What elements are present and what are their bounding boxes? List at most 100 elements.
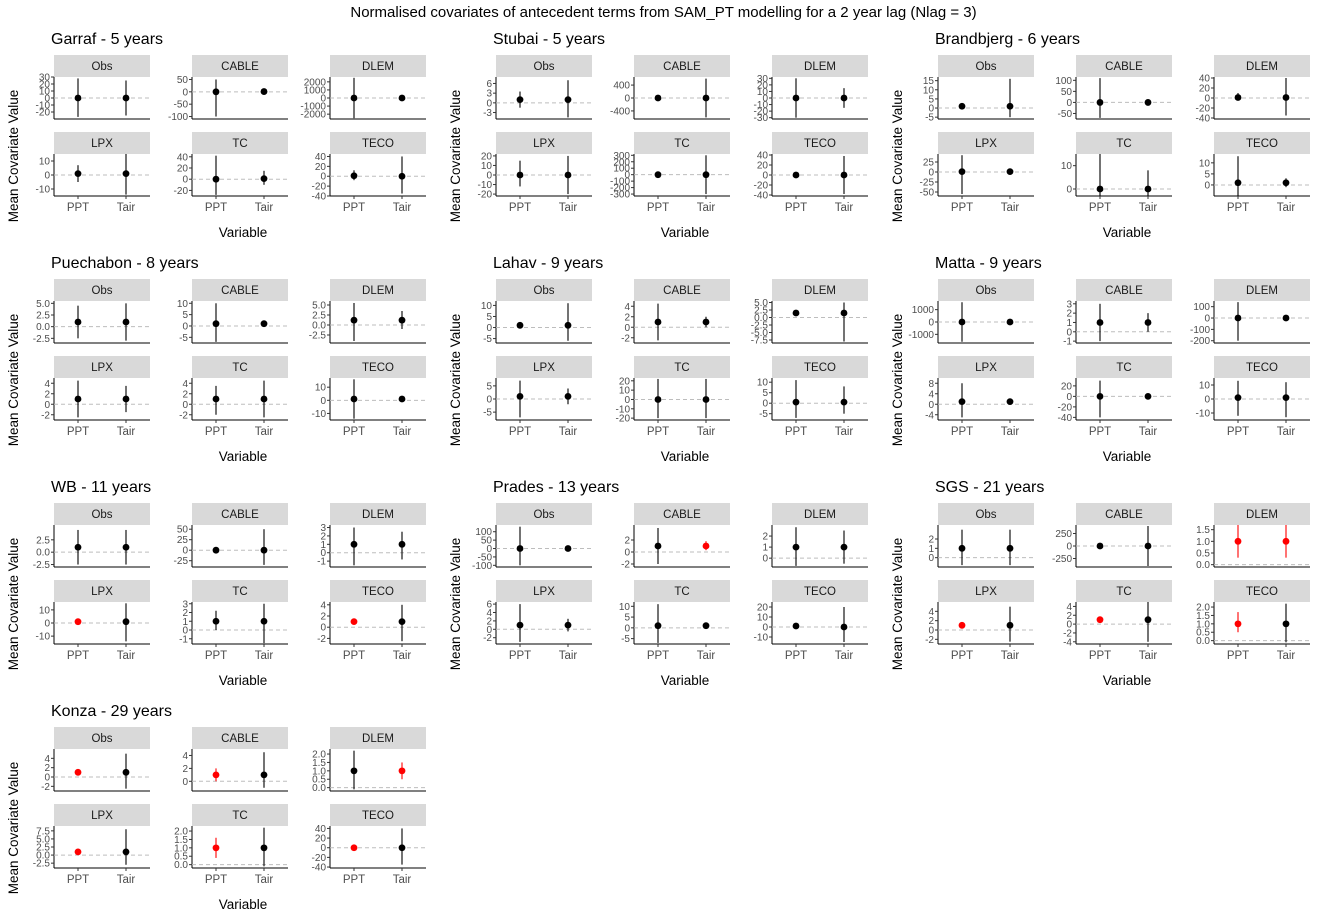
facet-strip <box>772 580 868 602</box>
x-axis-label: Variable <box>1103 449 1152 464</box>
y-tick-label: -100 <box>610 177 630 188</box>
x-tick-label: PPT <box>647 202 669 214</box>
y-tick-label: 0 <box>624 94 630 105</box>
facet-label: CABLE <box>1105 61 1143 73</box>
y-tick-label: -20 <box>36 108 51 119</box>
data-point <box>398 540 406 548</box>
y-tick-label: 0 <box>486 171 492 182</box>
facet-label: LPX <box>533 362 555 374</box>
y-tick-label: 5.0 <box>754 298 768 309</box>
y-axis-label: Mean Covariate Value <box>6 762 21 895</box>
y-tick-label: 1 <box>762 543 768 554</box>
y-tick-label: 2 <box>182 389 188 400</box>
y-tick-label: -20 <box>478 190 493 201</box>
data-point <box>398 395 406 403</box>
data-point <box>350 618 358 625</box>
data-point <box>260 617 268 625</box>
facet-strip <box>330 580 426 602</box>
y-tick-label: 100 <box>613 164 630 175</box>
facet-strip <box>1214 580 1310 602</box>
y-tick-label: 1000 <box>304 85 327 96</box>
x-tick-label: PPT <box>509 426 531 438</box>
y-tick-label: 0 <box>928 104 934 115</box>
y-tick-label: 0 <box>1204 94 1210 105</box>
data-point <box>792 94 800 102</box>
facet-strip <box>330 55 426 77</box>
y-tick-label: 3 <box>320 523 326 534</box>
y-tick-label: 20 <box>757 80 769 91</box>
y-tick-label: 5 <box>182 310 188 321</box>
y-tick-label: 0 <box>1066 98 1072 109</box>
y-tick-label: -400 <box>610 106 630 117</box>
y-tick-label: -3 <box>483 108 492 119</box>
y-tick-label: 0 <box>762 171 768 182</box>
data-point <box>1144 185 1152 193</box>
data-point <box>122 170 130 178</box>
data-point <box>1234 94 1242 101</box>
y-tick-label: 20 <box>757 161 769 172</box>
facet-label: LPX <box>91 362 113 374</box>
data-point <box>1234 394 1242 401</box>
y-axis-label: Mean Covariate Value <box>6 538 21 671</box>
facet-strip <box>330 804 426 826</box>
y-tick-label: 0 <box>182 777 188 788</box>
facet-label: TC <box>1116 586 1131 598</box>
y-axis-label: Mean Covariate Value <box>448 314 463 447</box>
y-tick-label: -2 <box>925 635 934 646</box>
facet-label: DLEM <box>1246 61 1278 73</box>
y-tick-label: 40 <box>315 824 327 835</box>
y-tick-label: 0 <box>44 773 50 784</box>
y-tick-label: 10 <box>315 383 327 394</box>
data-point <box>74 543 82 551</box>
y-tick-label: 0.0 <box>36 851 50 862</box>
data-point <box>702 396 710 403</box>
figure-title: Normalised covariates of antecedent term… <box>350 4 977 21</box>
y-tick-label: 2000 <box>304 77 327 88</box>
data-point <box>1282 94 1290 101</box>
y-tick-label: -10 <box>1196 409 1211 420</box>
site-title-9: Konza - 29 years <box>51 703 172 720</box>
site-title-7: Prades - 13 years <box>493 479 619 496</box>
facet-strip <box>938 279 1034 301</box>
y-tick-label: 2 <box>624 312 630 323</box>
facet-strip <box>330 503 426 525</box>
y-tick-label: 6 <box>486 600 492 611</box>
y-tick-label: -2.5 <box>751 321 769 332</box>
y-tick-label: -100 <box>168 112 188 123</box>
y-tick-label: 0.0 <box>312 783 326 794</box>
facet-label: TECO <box>1246 362 1278 374</box>
data-point <box>74 318 82 326</box>
x-axis-label: Variable <box>1103 673 1152 688</box>
data-point <box>792 398 800 406</box>
site-title-2: Brandbjerg - 6 years <box>935 31 1080 48</box>
x-tick-label: Tair <box>559 202 578 214</box>
y-tick-label: -25 <box>920 178 935 189</box>
y-tick-label: 0.5 <box>312 775 326 786</box>
y-tick-label: 300 <box>613 151 630 162</box>
x-tick-label: Tair <box>393 650 412 662</box>
y-tick-label: 10 <box>757 378 769 389</box>
y-tick-label: 2.0 <box>1196 603 1210 614</box>
data-point <box>1282 620 1290 628</box>
data-point <box>702 171 710 179</box>
facet-label: CABLE <box>1105 509 1143 521</box>
facet-strip <box>192 580 288 602</box>
y-tick-label: 40 <box>1199 74 1211 85</box>
y-tick-label: -2.5 <box>33 859 51 870</box>
x-tick-label: PPT <box>1089 426 1111 438</box>
facet-label: TC <box>232 138 247 150</box>
y-tick-label: 5 <box>928 94 934 105</box>
y-tick-label: 0 <box>1066 542 1072 553</box>
y-tick-label: 5 <box>624 613 630 624</box>
y-tick-label: 0 <box>928 553 934 564</box>
data-point <box>1282 179 1290 187</box>
data-point <box>702 318 710 326</box>
facet-strip <box>772 132 868 154</box>
x-tick-label: PPT <box>951 202 973 214</box>
y-tick-label: 2 <box>928 535 934 546</box>
data-point <box>792 543 800 551</box>
facet-label: TC <box>674 586 689 598</box>
data-point <box>792 622 800 630</box>
y-tick-label: 40 <box>315 152 327 163</box>
data-point <box>260 844 268 852</box>
